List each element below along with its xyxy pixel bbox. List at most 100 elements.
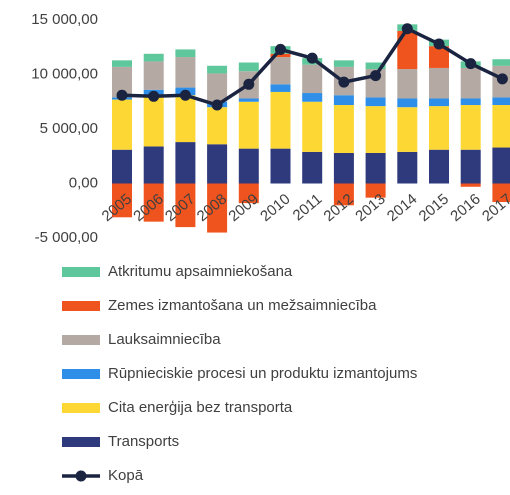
bar-segment [302,101,323,152]
x-tick-label: 2010 [257,191,293,225]
bar-segment [365,106,386,153]
bar-segment [492,59,510,66]
bar-segment [492,147,510,184]
bar-segment [112,99,132,150]
bar-segment [429,106,449,150]
x-tick-label: 2015 [416,191,452,225]
bar-segment [333,152,354,184]
bar-segment [175,57,196,88]
legend-swatch [62,301,100,311]
legend-label: Lauksaimniecība [108,331,221,348]
bar-segment [112,60,132,67]
total-marker [148,90,160,102]
bar-segment [492,183,510,203]
bar-segment [492,97,510,106]
total-marker [496,73,508,85]
total-marker [275,43,286,55]
legend-label: Kopā [108,467,144,484]
y-tick-label: 10 000,00 [31,65,98,82]
bar-segment [143,97,164,147]
bar-segment [238,62,259,72]
bar-segment [207,144,228,184]
bar-segment [238,98,259,102]
legend-swatch [62,403,100,413]
total-marker [465,58,477,70]
bar-segment [270,53,291,58]
bar-segment [143,53,164,62]
bar-segment [397,151,418,184]
bar-segment [302,64,323,94]
bar-segment [429,46,449,68]
total-marker [306,52,318,64]
y-tick-label: -5 000,00 [35,229,98,246]
bar-segment [175,142,196,184]
total-marker [401,23,413,35]
bar-segment [429,149,449,184]
legend-swatch [62,437,100,447]
bar-segment [270,57,291,85]
bar-segment [397,69,418,99]
bar-segment [429,67,449,99]
bar-segment [460,105,481,150]
x-tick-label: 2016 [447,191,483,225]
legend-label: Atkritumu apsaimniekošana [108,263,293,280]
y-tick-label: 0,00 [69,174,98,191]
bar-segment [207,73,228,102]
bar-segment [460,183,481,187]
legend-swatch [62,267,100,277]
bar-segment [397,98,418,108]
bar-segment [112,183,132,218]
total-marker [179,89,191,101]
bar-segment [112,66,132,98]
bar-segment [270,84,291,92]
total-marker [243,78,255,90]
legend-label: Zemes izmantošana un mežsaimniecība [108,297,377,314]
bar-segment [333,60,354,67]
x-tick-label: 2014 [384,191,420,225]
bar-segment [460,98,481,106]
bar-segment [397,107,418,152]
bar-segment [397,30,418,70]
bar-segment [143,61,164,90]
bar-segment [175,49,196,58]
bar-segment [238,101,259,149]
y-tick-label: 5 000,00 [40,120,98,137]
bar-segment [270,148,291,184]
bar-segment [175,95,196,143]
bar-segment [112,149,132,184]
bar-segment [302,93,323,102]
bar-segment [333,105,354,153]
bar-segment [460,149,481,184]
bar-segment [270,91,291,149]
total-marker [370,70,382,82]
bar-segment [492,105,510,148]
total-marker [116,89,128,101]
bar-segment [207,183,228,233]
bar-segment [460,67,481,99]
bar-segment [365,62,386,70]
bar-segment [429,98,449,107]
bar-segment [238,148,259,184]
bar-segment [238,183,259,204]
total-marker [433,38,445,50]
bar-segment [333,183,354,206]
bar-segment [365,97,386,107]
bar-segment [143,183,164,222]
legend-marker [75,470,87,482]
bar-segment [207,65,228,74]
bar-segment [207,107,228,145]
legend-swatch [62,335,100,345]
legend-swatch [62,369,100,379]
bar-segment [175,183,196,228]
bar-segment [365,183,386,198]
bar-segment [365,152,386,184]
bar-segment [302,151,323,184]
bar-segment [333,95,354,106]
x-tick-label: 2011 [290,191,326,225]
bar-segment [143,146,164,184]
legend-label: Transports [108,433,179,450]
total-marker [211,99,223,111]
legend-label: Cita enerģija bez transporta [108,399,293,416]
y-tick-label: 15 000,00 [31,11,98,28]
